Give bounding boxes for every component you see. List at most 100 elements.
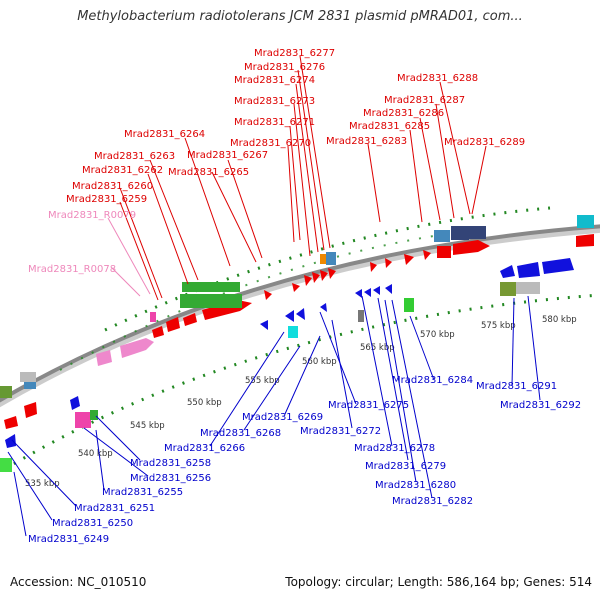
scale-label: 545 kbp: [130, 421, 165, 431]
gene-arrow[interactable]: [576, 234, 594, 247]
gene-arrow[interactable]: [296, 308, 305, 320]
gene-box[interactable]: [451, 226, 469, 240]
gene-box[interactable]: [468, 226, 486, 239]
gene-label[interactable]: Mrad2831_6266: [164, 443, 245, 454]
gene-arrow[interactable]: [404, 254, 414, 265]
gene-label[interactable]: Mrad2831_6285: [349, 121, 430, 132]
backbone: [0, 224, 600, 403]
gene-box[interactable]: [326, 252, 336, 265]
gene-arrow[interactable]: [328, 268, 336, 279]
gene-arrow[interactable]: [517, 262, 540, 278]
gene-arrow[interactable]: [292, 283, 300, 292]
gene-label[interactable]: Mrad2831_6282: [392, 496, 473, 507]
rna-labels: Mrad2831_R0079 Mrad2831_R0078: [28, 210, 136, 275]
gene-label[interactable]: Mrad2831_6277: [254, 48, 335, 59]
gene-arrow[interactable]: [4, 416, 18, 429]
gene-label[interactable]: Mrad2831_6284: [392, 375, 473, 386]
gene-label[interactable]: Mrad2831_6291: [476, 381, 557, 392]
gene-box[interactable]: [0, 386, 12, 398]
gene-arrow[interactable]: [70, 396, 80, 410]
gene-box[interactable]: [24, 382, 36, 389]
scale-label: 575 kbp: [481, 321, 516, 331]
gene-box[interactable]: [75, 412, 91, 428]
gene-arrow[interactable]: [304, 275, 312, 286]
gene-label[interactable]: Mrad2831_6273: [234, 96, 315, 107]
gene-arrow[interactable]: [320, 270, 328, 281]
gene-arrow[interactable]: [24, 402, 37, 418]
gene-arrow[interactable]: [373, 286, 380, 295]
gene-arrow[interactable]: [320, 303, 327, 312]
gene-label[interactable]: Mrad2831_6288: [397, 73, 478, 84]
gene-arrow[interactable]: [166, 317, 180, 332]
gene-label[interactable]: Mrad2831_6269: [242, 412, 323, 423]
gene-label[interactable]: Mrad2831_6279: [365, 461, 446, 472]
gene-label[interactable]: Mrad2831_6286: [363, 108, 444, 119]
gene-box[interactable]: [288, 326, 298, 338]
gene-label[interactable]: Mrad2831_6274: [234, 75, 315, 86]
gene-arrow[interactable]: [120, 338, 154, 358]
gene-box[interactable]: [320, 254, 328, 264]
gene-label[interactable]: Mrad2831_6289: [444, 137, 525, 148]
gene-label[interactable]: Mrad2831_6259: [66, 194, 147, 205]
gene-arrow[interactable]: [500, 265, 515, 278]
backbone-shadow: [0, 225, 600, 408]
gene-arrow[interactable]: [542, 258, 574, 274]
gene-arrow[interactable]: [355, 289, 362, 298]
gene-label[interactable]: Mrad2831_6250: [52, 518, 133, 529]
gene-label[interactable]: Mrad2831_6272: [300, 426, 381, 437]
gene-arrow[interactable]: [96, 350, 112, 366]
gene-label[interactable]: Mrad2831_6255: [102, 487, 183, 498]
gene-label[interactable]: Mrad2831_6262: [82, 165, 163, 176]
gene-arrow[interactable]: [453, 240, 490, 255]
gene-label[interactable]: Mrad2831_R0079: [48, 210, 136, 221]
gene-arrow[interactable]: [423, 250, 431, 260]
gene-arrow[interactable]: [152, 326, 164, 338]
gene-box[interactable]: [20, 372, 36, 382]
gene-arrow[interactable]: [370, 262, 377, 272]
gene-label[interactable]: Mrad2831_6258: [130, 458, 211, 469]
gene-arrow[interactable]: [312, 272, 320, 283]
gene-label[interactable]: Mrad2831_6264: [124, 129, 205, 140]
gene-label[interactable]: Mrad2831_6276: [244, 62, 325, 73]
page-title: Methylobacterium radiotolerans JCM 2831 …: [77, 9, 523, 24]
gene-box[interactable]: [516, 282, 540, 294]
gene-label[interactable]: Mrad2831_6271: [234, 117, 315, 128]
gene-label[interactable]: Mrad2831_6292: [500, 400, 581, 411]
gene-label[interactable]: Mrad2831_6287: [384, 95, 465, 106]
scale-label: 550 kbp: [187, 398, 222, 408]
gene-label[interactable]: Mrad2831_6283: [326, 136, 407, 147]
gene-box[interactable]: [182, 282, 240, 292]
gene-arrow[interactable]: [264, 290, 272, 300]
gene-box[interactable]: [90, 410, 98, 420]
gene-label[interactable]: Mrad2831_6270: [230, 138, 311, 149]
gene-label[interactable]: Mrad2831_6249: [28, 534, 109, 545]
gene-label[interactable]: Mrad2831_6263: [94, 151, 175, 162]
rna-leaders: [107, 217, 151, 297]
gene-arrow[interactable]: [5, 434, 16, 448]
gene-label[interactable]: Mrad2831_6265: [168, 167, 249, 178]
gene-label[interactable]: Mrad2831_6280: [375, 480, 456, 491]
gene-label[interactable]: Mrad2831_6267: [187, 150, 268, 161]
gene-box[interactable]: [404, 298, 414, 312]
gene-label[interactable]: Mrad2831_6275: [328, 400, 409, 411]
gene-box[interactable]: [358, 310, 364, 322]
gene-box[interactable]: [434, 230, 450, 242]
gene-label[interactable]: Mrad2831_6268: [200, 428, 281, 439]
gene-box[interactable]: [577, 215, 594, 228]
gene-arrow[interactable]: [260, 320, 268, 330]
gene-arrow[interactable]: [385, 258, 392, 268]
gene-label[interactable]: Mrad2831_6260: [72, 181, 153, 192]
gene-label[interactable]: Mrad2831_R0078: [28, 264, 116, 275]
gene-arrow[interactable]: [183, 313, 197, 326]
gene-box[interactable]: [437, 246, 451, 258]
gene-label[interactable]: Mrad2831_6256: [130, 473, 211, 484]
gene-label[interactable]: Mrad2831_6278: [354, 443, 435, 454]
gene-box[interactable]: [500, 282, 516, 296]
gene-arrow[interactable]: [285, 310, 294, 322]
gene-arrow[interactable]: [385, 284, 392, 294]
gene-box[interactable]: [0, 458, 12, 472]
gene-arrow[interactable]: [364, 288, 371, 297]
gene-box[interactable]: [180, 294, 242, 308]
gene-box[interactable]: [150, 312, 156, 322]
gene-label[interactable]: Mrad2831_6251: [74, 503, 155, 514]
